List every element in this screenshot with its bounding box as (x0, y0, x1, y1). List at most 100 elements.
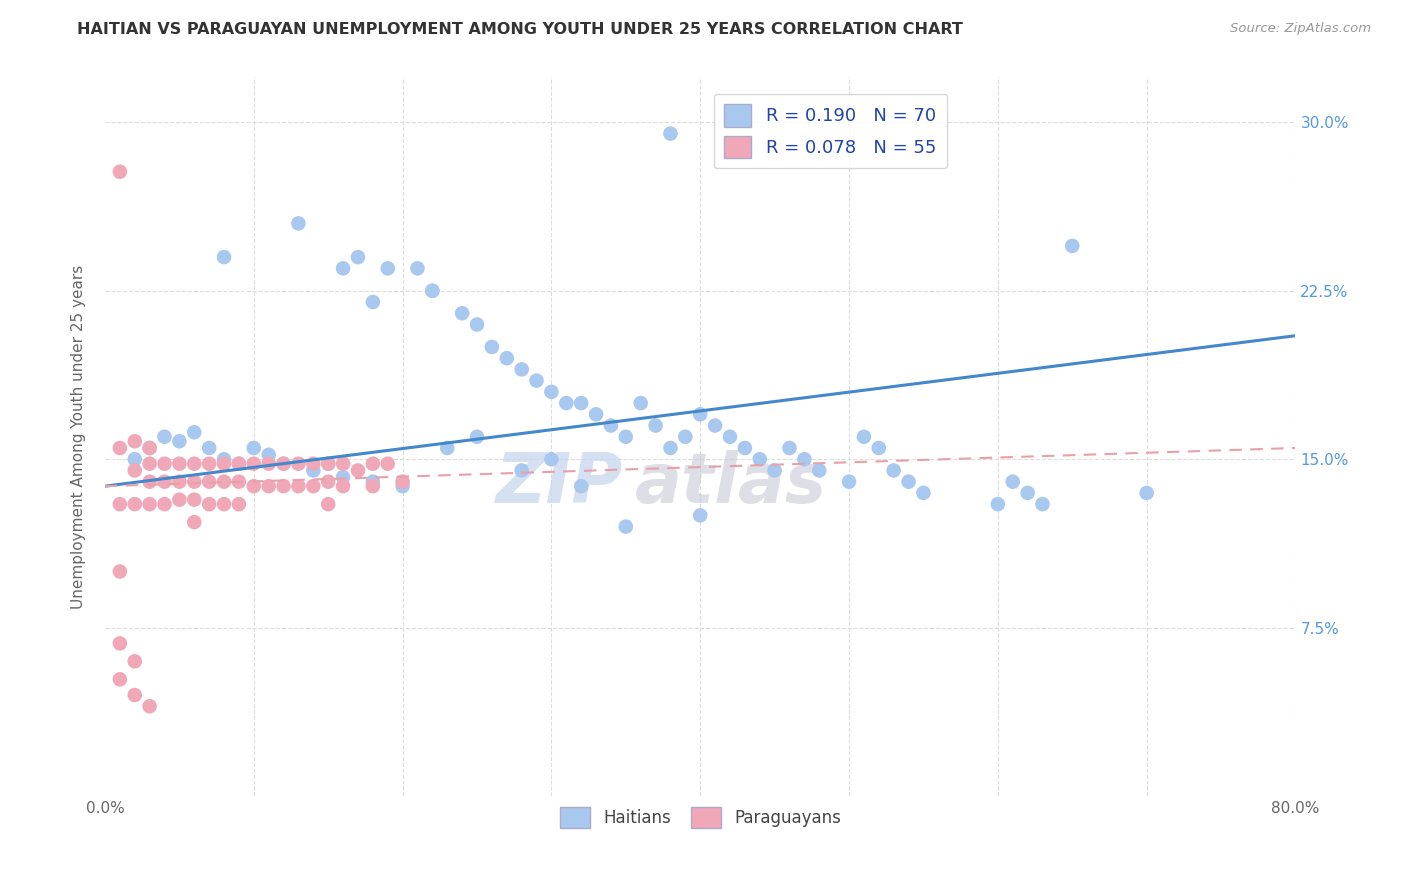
Point (212, 475, 235, 489)
Point (212, 250, 235, 264)
Point (212, 452, 235, 467)
Point (347, 463, 370, 477)
Point (198, 497, 221, 511)
Point (243, 441, 266, 455)
Point (243, 457, 266, 471)
Point (555, 396, 578, 410)
Point (153, 475, 176, 489)
Point (138, 441, 160, 455)
Point (1001, 475, 1024, 489)
Point (108, 165, 131, 179)
Point (422, 284, 444, 298)
Point (422, 284, 444, 298)
Point (808, 463, 831, 477)
Point (526, 374, 548, 388)
Point (302, 457, 325, 471)
Point (361, 479, 384, 493)
Point (124, 654, 146, 668)
Point (108, 636, 131, 650)
Point (316, 457, 339, 471)
Point (436, 441, 458, 455)
Point (883, 463, 905, 477)
Point (569, 479, 592, 493)
Point (540, 452, 562, 467)
Point (212, 497, 235, 511)
Point (332, 261, 354, 276)
Point (704, 418, 727, 433)
Point (361, 475, 384, 489)
Point (108, 673, 131, 687)
Point (718, 430, 741, 444)
Point (585, 407, 607, 421)
Y-axis label: Unemployment Among Youth under 25 years: Unemployment Among Youth under 25 years (72, 265, 86, 609)
Point (763, 463, 786, 477)
Point (243, 479, 266, 493)
Point (169, 475, 191, 489)
Point (273, 457, 295, 471)
Point (302, 479, 325, 493)
Point (138, 699, 160, 714)
Point (183, 457, 205, 471)
Point (198, 475, 221, 489)
Point (169, 492, 191, 507)
Point (228, 475, 250, 489)
Point (1136, 486, 1159, 500)
Point (377, 457, 399, 471)
Point (630, 396, 652, 410)
Point (198, 457, 221, 471)
Point (124, 497, 146, 511)
Point (287, 457, 309, 471)
Legend: Haitians, Paraguayans: Haitians, Paraguayans (553, 801, 848, 835)
Point (138, 441, 160, 455)
Point (169, 457, 191, 471)
Point (659, 127, 682, 141)
Point (600, 418, 623, 433)
Point (183, 425, 205, 440)
Point (108, 565, 131, 579)
Text: Source: ZipAtlas.com: Source: ZipAtlas.com (1230, 22, 1371, 36)
Point (287, 479, 309, 493)
Point (124, 463, 146, 477)
Point (287, 216, 309, 230)
Point (406, 261, 429, 276)
Point (108, 497, 131, 511)
Text: atlas: atlas (634, 450, 827, 517)
Point (108, 441, 131, 455)
Point (540, 384, 562, 399)
Point (569, 396, 592, 410)
Point (332, 479, 354, 493)
Point (228, 497, 250, 511)
Point (169, 434, 191, 449)
Point (332, 470, 354, 484)
Point (316, 475, 339, 489)
Point (510, 362, 533, 376)
Point (316, 457, 339, 471)
Point (138, 475, 160, 489)
Point (138, 457, 160, 471)
Point (183, 475, 205, 489)
Point (659, 441, 682, 455)
Point (793, 452, 815, 467)
Point (734, 441, 756, 455)
Point (912, 486, 935, 500)
Point (138, 497, 160, 511)
Point (183, 515, 205, 529)
Point (391, 479, 413, 493)
Point (124, 434, 146, 449)
Point (495, 351, 517, 366)
Point (273, 479, 295, 493)
Point (673, 430, 696, 444)
Point (273, 457, 295, 471)
Point (212, 457, 235, 471)
Point (153, 457, 176, 471)
Point (198, 441, 221, 455)
Point (451, 306, 474, 320)
Text: HAITIAN VS PARAGUAYAN UNEMPLOYMENT AMONG YOUTH UNDER 25 YEARS CORRELATION CHART: HAITIAN VS PARAGUAYAN UNEMPLOYMENT AMONG… (77, 22, 963, 37)
Point (614, 430, 637, 444)
Point (361, 295, 384, 310)
Point (465, 430, 488, 444)
Point (257, 457, 280, 471)
Point (852, 430, 875, 444)
Point (228, 457, 250, 471)
Point (868, 441, 890, 455)
